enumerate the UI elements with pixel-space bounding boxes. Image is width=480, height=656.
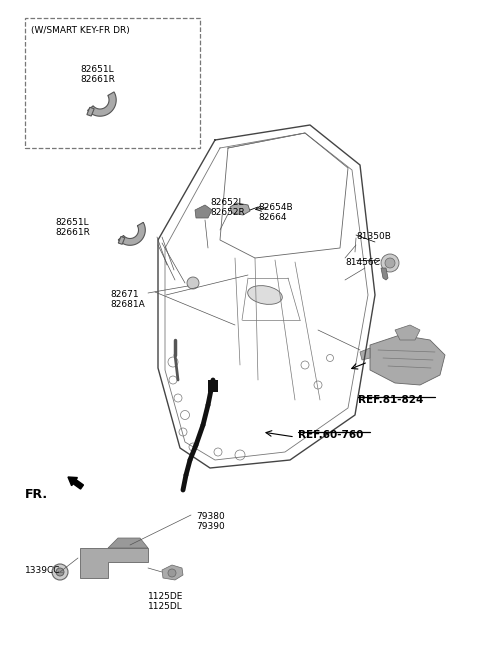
Polygon shape: [162, 565, 183, 580]
Bar: [25, 18, 200, 148]
Circle shape: [52, 564, 68, 580]
Text: 1339CC: 1339CC: [25, 566, 60, 575]
Polygon shape: [108, 538, 148, 548]
Text: 82651L
82661R: 82651L 82661R: [55, 218, 90, 237]
Polygon shape: [360, 348, 370, 360]
Polygon shape: [395, 325, 420, 340]
Text: 82671
82681A: 82671 82681A: [110, 290, 145, 310]
Text: REF.60-760: REF.60-760: [298, 430, 363, 440]
Text: REF.81-824: REF.81-824: [358, 395, 423, 405]
Polygon shape: [195, 205, 212, 218]
Circle shape: [381, 254, 399, 272]
Circle shape: [56, 568, 64, 576]
FancyArrow shape: [68, 477, 84, 489]
Text: 82654B
82664: 82654B 82664: [258, 203, 293, 222]
Polygon shape: [80, 548, 148, 578]
Text: 81456C: 81456C: [345, 258, 380, 267]
Text: 82651L
82661R: 82651L 82661R: [80, 65, 115, 85]
Polygon shape: [87, 108, 94, 116]
Circle shape: [385, 258, 395, 268]
Polygon shape: [87, 92, 116, 116]
Text: 82652L
82652R: 82652L 82652R: [210, 198, 245, 217]
Text: FR.: FR.: [25, 488, 48, 501]
Circle shape: [187, 277, 199, 289]
Polygon shape: [230, 203, 250, 215]
Bar: [208, 380, 218, 392]
Ellipse shape: [248, 285, 282, 304]
Text: (W/SMART KEY-FR DR): (W/SMART KEY-FR DR): [31, 26, 130, 35]
Text: 79380
79390: 79380 79390: [196, 512, 225, 531]
Polygon shape: [118, 237, 125, 244]
Polygon shape: [381, 268, 388, 280]
Text: 81350B: 81350B: [356, 232, 391, 241]
Polygon shape: [370, 335, 445, 385]
Polygon shape: [118, 222, 145, 245]
Text: 1125DE
1125DL: 1125DE 1125DL: [148, 592, 183, 611]
Circle shape: [168, 569, 176, 577]
